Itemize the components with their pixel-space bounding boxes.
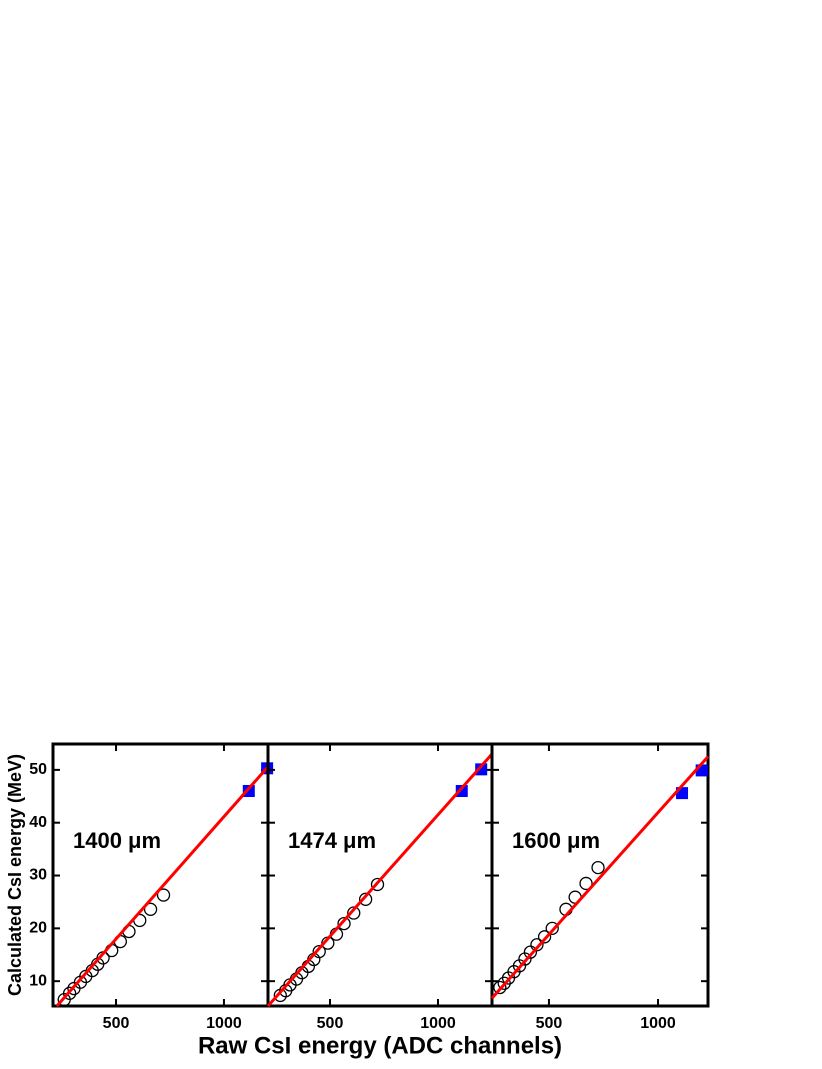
x-tick-label: 1000 [640,1015,676,1032]
panel-label: 1400 μm [73,828,161,853]
square-point [475,763,488,776]
y-tick-label: 50 [29,761,47,778]
x-tick-label: 500 [103,1015,130,1032]
circle-point [591,860,605,875]
plot-frame [51,742,270,1008]
panel-label: 1600 μm [512,828,600,853]
y-tick-label: 20 [29,920,47,937]
fit-line [490,755,710,1000]
x-tick-label: 500 [536,1015,563,1032]
circle-point [337,916,351,931]
x-tick-label: 1000 [206,1015,242,1032]
circle-point [370,877,385,892]
circle-point [545,921,559,936]
fit-line [55,765,270,1007]
circle-point [358,892,373,906]
fit-line [266,753,494,1007]
circle-point [530,938,544,952]
circle-point [579,876,593,891]
circle-point [493,980,507,995]
circle-point [312,944,326,959]
panel-label: 1474 μm [288,828,376,853]
x-tick-label: 1000 [420,1015,456,1032]
x-axis-title: Raw CsI energy (ADC channels) [198,1032,562,1059]
y-axis-title: Calculated CsI energy (MeV) [5,754,25,996]
circle-point [62,986,77,1000]
circle-point [347,906,361,920]
x-tick-label: 500 [317,1015,344,1032]
y-tick-label: 30 [29,867,47,884]
circle-point [143,902,158,916]
y-tick-label: 10 [29,972,47,989]
circle-point [537,930,552,944]
plot-frame [490,742,710,1008]
circle-point [523,945,538,959]
circle-point [156,888,171,902]
square-point [455,785,468,798]
y-tick-label: 40 [29,814,47,831]
